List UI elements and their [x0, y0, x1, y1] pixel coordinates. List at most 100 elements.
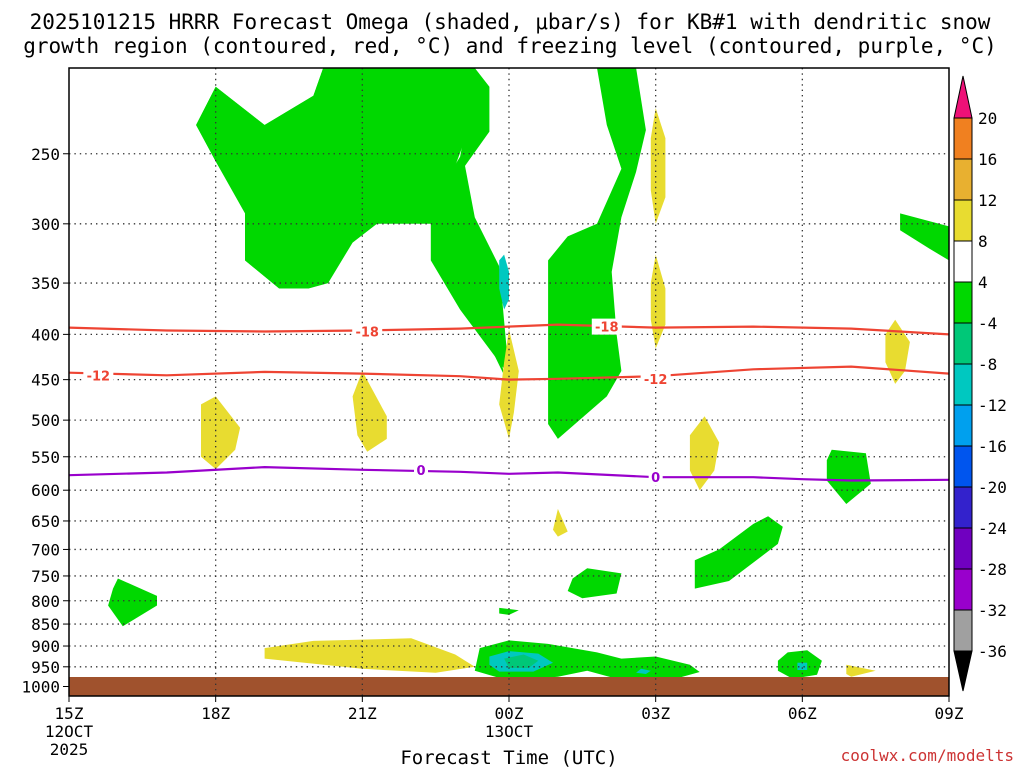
colorbar-swatch	[953, 486, 973, 529]
colorbar-label: 8	[978, 232, 988, 251]
contour-label-bg	[83, 367, 114, 384]
omega-region	[826, 449, 871, 504]
contours: -18 -18 -12 -12 0 0	[68, 318, 950, 486]
omega-region	[846, 664, 876, 677]
colorbar-label: -4	[978, 314, 997, 333]
colorbar-label: -16	[978, 437, 1007, 456]
colorbar-under-arrow	[953, 650, 973, 692]
y-tick-label: 250	[31, 145, 60, 164]
colorbar-swatch	[953, 199, 973, 242]
omega-region	[689, 416, 720, 491]
colorbar-swatch	[953, 568, 973, 611]
colorbar-label: 12	[978, 191, 997, 210]
chart-title-line1: 2025101215 HRRR Forecast Omega (shaded, …	[30, 10, 991, 34]
colorbar-swatch	[953, 240, 973, 283]
colorbar-label: 16	[978, 150, 997, 169]
omega-regions	[108, 68, 949, 682]
dendritic-18-label: -18	[595, 321, 619, 336]
omega-region	[636, 668, 651, 674]
x-tick-date: 12OCT	[45, 722, 94, 741]
colorbar-label: -24	[978, 519, 1007, 538]
colorbar-swatch	[953, 527, 973, 570]
chart-title-line2: growth region (contoured, red, °C) and f…	[23, 34, 997, 58]
y-tick-label: 850	[31, 615, 60, 634]
omega-region	[201, 396, 241, 470]
omega-region	[567, 568, 622, 599]
colorbar: -36 -32 -28 -24 -20 -16 -12 -8 -4 4 8 12 16 20	[953, 75, 1007, 692]
dendritic-12-label: -12	[644, 373, 668, 388]
colorbar-label: -12	[978, 396, 1007, 415]
omega-region	[797, 662, 808, 670]
colorbar-over-arrow	[953, 75, 973, 119]
y-tick-label: 300	[31, 215, 60, 234]
y-axis: 250 300 350 400 450 500 550 600 650 700 750 800 850 9…	[21, 145, 69, 697]
y-tick-label: 1000	[21, 678, 60, 697]
ground-strip	[69, 677, 949, 696]
x-tick-label: 06Z	[788, 704, 817, 723]
x-tick-label: 15Z	[55, 704, 84, 723]
omega-region	[499, 254, 509, 310]
omega-region	[264, 638, 475, 673]
colorbar-label: 4	[978, 273, 988, 292]
colorbar-swatch	[953, 404, 973, 447]
contour-label-bg	[640, 370, 671, 387]
contour-label-bg	[352, 323, 383, 340]
colorbar-label: -36	[978, 642, 1007, 661]
y-tick-label: 950	[31, 658, 60, 677]
x-axis-label: Forecast Time (UTC)	[400, 747, 617, 768]
omega-region	[650, 254, 666, 349]
colorbar-label: -8	[978, 355, 997, 374]
y-tick-label: 350	[31, 274, 60, 293]
y-tick-label: 800	[31, 592, 60, 611]
omega-region	[504, 654, 539, 668]
colorbar-label: -32	[978, 601, 1007, 620]
omega-region	[352, 371, 387, 452]
y-tick-label: 700	[31, 540, 60, 559]
colorbar-swatch	[953, 363, 973, 406]
colorbar-swatch	[953, 117, 973, 160]
dendritic-12-label: -12	[87, 369, 111, 384]
y-tick-label: 650	[31, 512, 60, 531]
x-tick-year: 2025	[50, 740, 89, 759]
y-tick-label: 550	[31, 448, 60, 467]
x-tick-label: 21Z	[348, 704, 377, 723]
omega-region	[196, 68, 505, 376]
freezing-0-label: 0	[651, 471, 660, 486]
contour-label-bg	[648, 469, 663, 486]
colorbar-swatch	[953, 322, 973, 365]
contour-label-bg	[591, 318, 622, 335]
credit-text: coolwx.com/modelts	[841, 746, 1014, 765]
omega-region	[499, 329, 519, 439]
y-tick-label: 500	[31, 411, 60, 430]
y-tick-label: 900	[31, 637, 60, 656]
dendritic-18-line	[68, 323, 950, 336]
omega-region	[885, 319, 910, 384]
dendritic-12-line	[68, 365, 950, 381]
x-tick-label: 03Z	[641, 704, 670, 723]
dendritic-18-label: -18	[355, 325, 379, 340]
freezing-0-label: 0	[416, 464, 425, 479]
colorbar-swatch	[953, 158, 973, 201]
omega-region	[548, 68, 646, 439]
colorbar-label: -28	[978, 560, 1007, 579]
colorbar-swatch	[953, 609, 973, 652]
x-tick-label: 18Z	[201, 704, 230, 723]
contour-label-bg	[414, 461, 428, 478]
colorbar-swatch	[953, 445, 973, 488]
colorbar-label: 20	[978, 109, 997, 128]
omega-region	[553, 508, 568, 537]
omega-region	[694, 516, 783, 589]
omega-region	[499, 607, 519, 615]
y-tick-label: 750	[31, 567, 60, 586]
omega-region	[900, 213, 949, 261]
x-tick-label: 00Z	[495, 704, 524, 723]
freezing-0-line	[68, 466, 950, 482]
x-tick-label: 09Z	[935, 704, 964, 723]
omega-region	[650, 108, 666, 224]
colorbar-label: -20	[978, 478, 1007, 497]
y-tick-label: 400	[31, 325, 60, 344]
omega-region	[108, 578, 157, 627]
x-tick-date: 13OCT	[485, 722, 534, 741]
